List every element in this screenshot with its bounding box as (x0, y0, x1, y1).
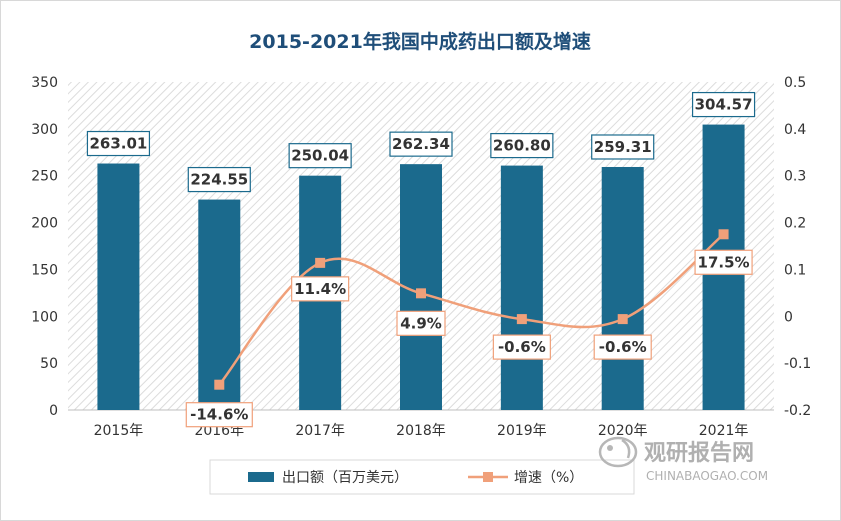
bar-data-label: 304.57 (691, 91, 756, 118)
left-tick-label: 200 (31, 216, 58, 232)
bar-data-label: 262.34 (389, 131, 453, 157)
right-tick-label: 0.1 (784, 262, 806, 278)
right-tick-label: 0 (784, 309, 793, 325)
right-tick-label: 0.5 (784, 75, 806, 91)
bar-label-box (591, 134, 655, 160)
growth-label-box (492, 334, 551, 360)
watermark: 观研报告网 CHINABAOGAO.COM (598, 436, 768, 483)
bar-label-box (490, 132, 554, 159)
bar (601, 166, 644, 410)
bar-label-box (86, 130, 151, 157)
x-tick-label: 2018年 (396, 423, 446, 439)
bar-label-text: 250.04 (291, 147, 349, 165)
growth-label-text: -0.6% (498, 338, 546, 356)
bar-label-text: 263.01 (89, 135, 147, 153)
bar (500, 165, 543, 410)
growth-label-text: 17.5% (698, 253, 750, 271)
growth-marker (416, 288, 426, 299)
watermark-brand: 观研报告网 (644, 441, 754, 466)
right-tick-label: -0.2 (784, 403, 811, 419)
right-tick-label: 0.4 (784, 122, 806, 138)
growth-label-box (593, 334, 652, 360)
bar-label-text: 224.55 (190, 171, 248, 189)
bar (97, 163, 140, 410)
legend-line-label: 增速（%） (514, 470, 583, 486)
x-tick-label: 2021年 (699, 423, 749, 439)
bar-label-text: 260.80 (493, 137, 551, 155)
growth-data-label: -0.6% (593, 334, 652, 360)
growth-marker (617, 314, 628, 325)
x-tick-label: 2017年 (295, 423, 345, 439)
x-tick-label: 2019年 (497, 423, 547, 439)
left-tick-label: 300 (31, 122, 58, 138)
growth-data-label: 17.5% (694, 249, 753, 275)
line-labels: -14.6% 11.4% 4.9% -0.6% -0.6% 17.5% (185, 249, 753, 428)
bar-data-label: 263.01 (86, 130, 151, 157)
growth-label-text: -14.6% (190, 406, 248, 424)
legend-line-marker (483, 472, 493, 482)
growth-marker (315, 257, 326, 268)
growth-label-box (291, 276, 350, 302)
growth-label-text: 4.9% (400, 314, 442, 332)
bar-label-box (187, 166, 251, 193)
right-tick-label: -0.1 (784, 356, 811, 372)
bar-label-box (389, 131, 453, 157)
growth-label-text: -0.6% (599, 338, 647, 356)
left-axis: 0 50 100 150 200 250 300 350 (31, 75, 58, 419)
left-tick-label: 50 (40, 356, 58, 372)
x-axis: 2015年 2016年 2017年 2018年 2019年 2020年 2021年 (94, 423, 749, 439)
bar-data-label: 260.80 (490, 132, 554, 159)
bar-data-label: 224.55 (187, 166, 251, 193)
bar-label-box (691, 91, 756, 118)
growth-data-label: 11.4% (291, 276, 350, 302)
bar-data-label: 250.04 (288, 143, 352, 169)
growth-label-box (185, 402, 253, 428)
watermark-url: CHINABAOGAO.COM (646, 469, 768, 483)
x-tick-label: 2015年 (94, 423, 144, 439)
left-tick-label: 250 (31, 169, 58, 185)
bar-labels: 263.01 224.55 250.04 262.34 260.80 259.31 304.… (86, 91, 756, 193)
left-tick-label: 0 (49, 403, 58, 419)
right-axis: -0.2 -0.1 0 0.1 0.2 0.3 0.4 0.5 (784, 75, 811, 419)
bar-label-text: 304.57 (695, 96, 753, 114)
legend-bar-swatch (248, 472, 274, 482)
left-tick-label: 100 (31, 309, 58, 325)
growth-data-label: 4.9% (396, 310, 446, 336)
growth-label-box (694, 249, 753, 275)
growth-marker (214, 379, 225, 390)
left-tick-label: 150 (31, 262, 58, 278)
bar (198, 199, 241, 410)
right-tick-label: 0.2 (784, 216, 806, 232)
bar-label-text: 259.31 (594, 138, 652, 156)
left-tick-label: 350 (31, 75, 58, 91)
growth-data-label: -0.6% (492, 334, 551, 360)
bar-label-box (288, 143, 352, 169)
chart-title: 2015-2021年我国中成药出口额及增速 (249, 30, 591, 53)
x-tick-label: 2020年 (598, 423, 648, 439)
growth-marker (516, 314, 527, 325)
growth-label-text: 11.4% (294, 280, 346, 298)
bar-data-label: 259.31 (591, 134, 655, 160)
watermark-logo-icon (598, 436, 638, 468)
growth-marker (718, 229, 729, 240)
legend-box (209, 459, 635, 495)
legend-bar-label: 出口额（百万美元） (282, 470, 408, 486)
right-tick-label: 0.3 (784, 169, 806, 185)
bar-label-text: 262.34 (392, 135, 450, 153)
growth-label-box (396, 310, 446, 336)
legend: 出口额（百万美元） 增速（%） (209, 459, 635, 495)
growth-data-label: -14.6% (185, 402, 253, 428)
